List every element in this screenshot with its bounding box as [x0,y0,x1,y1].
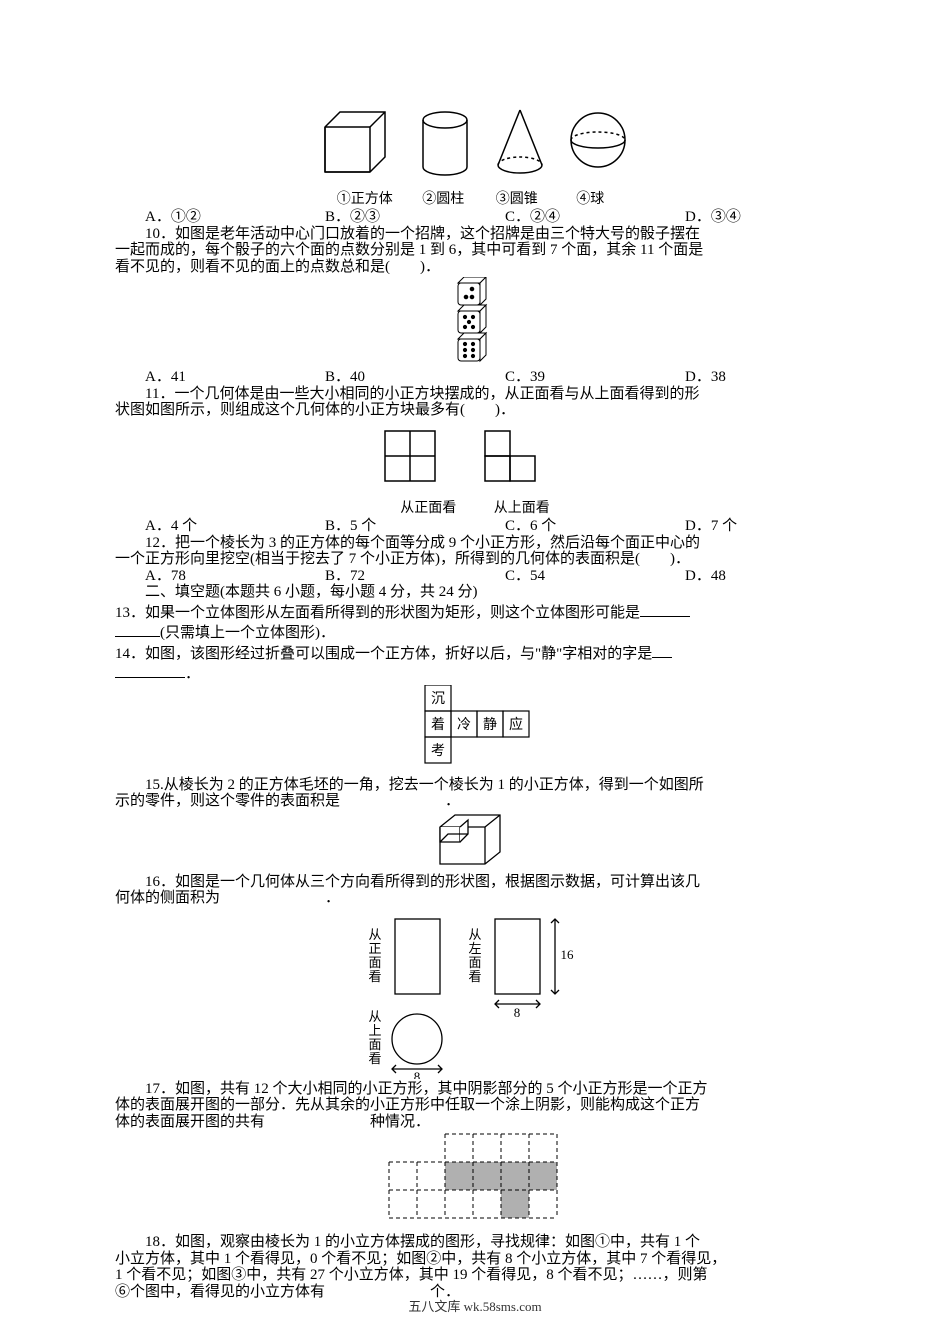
cube-cell-4: 静 [483,717,497,733]
q11-figure: 从正面看 从上面看 [115,421,835,516]
q16-front-4: 看 [368,969,381,984]
q11-opt-b: B．5 个 [295,518,475,535]
q11-opt-c: C．6 个 [475,518,655,535]
q12-opt-d: D．48 [655,568,835,585]
cube-cell-5: 应 [509,716,523,733]
page-footer: 五八文库 wk.58sms.com [0,1300,950,1314]
q16-left-3: 面 [468,955,481,970]
q18-line4: ⑥个图中，看得见的小立方体有 个． [115,1284,835,1301]
q13-line2: (只需填上一个立体图形)． [160,625,335,641]
q13-line1: 13．如果一个立体图形从左面看所得到的形状图为矩形，则这个立体图形可能是 [115,605,640,621]
q14-blank1 [652,642,672,658]
q18-line1: 18．如图，观察由棱长为 1 的小立方体摆成的图形，寻找规律：如图①中，共有 1… [115,1234,835,1251]
cube-cell-2: 着 [431,717,445,733]
q11-opt-d: D．7 个 [655,518,835,535]
q10-opt-a: A．41 [115,369,295,386]
q16-svg: 从 正 面 看 从 左 面 看 从 上 面 看 16 8 8 [345,909,605,1079]
shape-label-4: ④球 [555,192,625,207]
q11-fig-left: 从正面看 [383,501,473,516]
q15-svg [435,812,515,872]
q16-line2: 何体的侧面积为 ． [115,890,835,907]
shape-label-1: ①正方体 [325,192,405,207]
q16-left-4: 看 [468,969,481,984]
q16-figure: 从 正 面 看 从 左 面 看 从 上 面 看 16 8 8 [115,909,835,1079]
q14-figure: 沉 着 冷 静 应 考 [115,685,835,775]
q15-line2: 示的零件，则这个零件的表面积是 ． [115,793,460,809]
q12-opt-a: A．78 [115,568,295,585]
q9-opt-d: D．③④ [655,209,835,226]
q17-figure [115,1132,835,1232]
q12-opt-b: B．72 [295,568,475,585]
shapes-svg [315,102,635,192]
q11-line2: 状图如图所示，则组成这个几何体的小正方块最多有( )． [115,402,835,419]
q10-figure [115,277,835,367]
q10-options: A．41 B．40 C．39 D．38 [115,369,835,386]
q12-options: A．78 B．72 C．54 D．48 [115,568,835,585]
q16-w2: 8 [414,1069,421,1079]
q11-svg [375,421,575,501]
q9-opt-a: A．①② [115,209,295,226]
q12-line1: 12．把一个棱长为 3 的正方体的每个面等分成 9 个小正方形，然后沿每个面正中… [115,535,835,552]
q11-line1: 11．一个几何体是由一些大小相同的小正方块摆成的，从正面看与从上面看得到的形 [115,386,835,403]
shape-label-3: ③圆锥 [482,192,552,207]
q9-opt-b: B．②③ [295,209,475,226]
page: ①正方体 ②圆柱 ③圆锥 ④球 A．①② B．②③ C．②④ D．③④ 10．如… [0,0,950,1344]
q18-line2: 小立方体，其中 1 个看得见，0 个看不见；如图②中，共有 8 个小立方体，其中… [115,1251,835,1268]
q14-line1: 14．如图，该图形经过折叠可以围成一个正方体，折好以后，与"静"字相对的字是 [115,646,652,662]
q16-top-4: 看 [368,1051,381,1066]
cube-cell-6: 考 [431,743,445,759]
q10-line3: 看不见的，则看不见的面上的点数总和是( )． [115,259,835,276]
q16-top-1: 从 [368,1009,381,1024]
q10-line2: 一起而成的，每个骰子的六个面的点数分别是 1 到 6，其中可看到 7 个面，其余… [115,242,835,259]
q9-options: A．①② B．②③ C．②④ D．③④ [115,209,835,226]
cube-cell-3: 冷 [457,717,471,733]
q16-top-2: 上 [368,1023,381,1038]
q10-opt-c: C．39 [475,369,655,386]
q16-w1: 8 [514,1005,521,1020]
q9-opt-c: C．②④ [475,209,655,226]
q10-opt-b: B．40 [295,369,475,386]
q17-svg [385,1132,565,1232]
shape-label-2: ②圆柱 [408,192,478,207]
q14-svg: 沉 着 冷 静 应 考 [415,685,535,775]
q18-line3: 1 个看不见；如图③中，共有 27 个小立方体，其中 19 个看得见，8 个看不… [115,1267,835,1284]
q14-blank2 [115,662,185,678]
q17-line2: 体的表面展开图的一部分．先从其余的小正方形中任取一个涂上阴影，则能构成这个正方 [115,1097,835,1114]
q14-line2: ． [185,666,200,682]
q12-line2: 一个正方形向里挖空(相当于挖去了 7 个小正方体)，所得到的几何体的表面积是( … [115,551,835,568]
q10-line1: 10．如图是老年活动中心门口放着的一个招牌，这个招牌是由三个特大号的骰子摆在 [115,226,835,243]
q15-figure [115,812,835,872]
q17-line1: 17．如图，共有 12 个大小相同的小正方形，其中阴影部分的 5 个小正方形是一… [115,1081,835,1098]
q16-h: 16 [561,947,575,962]
section2-heading: 二、填空题(本题共 6 小题，每小题 4 分，共 24 分) [115,584,835,601]
q12-opt-c: C．54 [475,568,655,585]
q11-opt-a: A．4 个 [115,518,295,535]
q11-options: A．4 个 B．5 个 C．6 个 D．7 个 [115,518,835,535]
q9-shapes-figure: ①正方体 ②圆柱 ③圆锥 ④球 [115,102,835,207]
q13-blank2 [115,621,160,637]
q16-front-2: 正 [368,941,381,956]
q13-blank1 [640,601,690,617]
q16-line1: 16．如图是一个几何体从三个方向看所得到的形状图，根据图示数据，可计算出该几 [115,874,835,891]
q10-opt-d: D．38 [655,369,835,386]
q16-front-3: 面 [368,955,381,970]
cube-cell-1: 沉 [431,691,445,707]
q16-left-2: 左 [468,941,481,956]
dice-svg [452,277,498,367]
q17-line3: 体的表面展开图的共有 种情况． [115,1114,835,1131]
q11-fig-right: 从上面看 [477,501,567,516]
q16-left-1: 从 [468,927,481,942]
q16-top-3: 面 [368,1037,381,1052]
q16-front-1: 从 [368,927,381,942]
q15-line1: 15.从棱长为 2 的正方体毛坯的一角，挖去一个棱长为 1 的小正方体，得到一个… [115,777,835,794]
